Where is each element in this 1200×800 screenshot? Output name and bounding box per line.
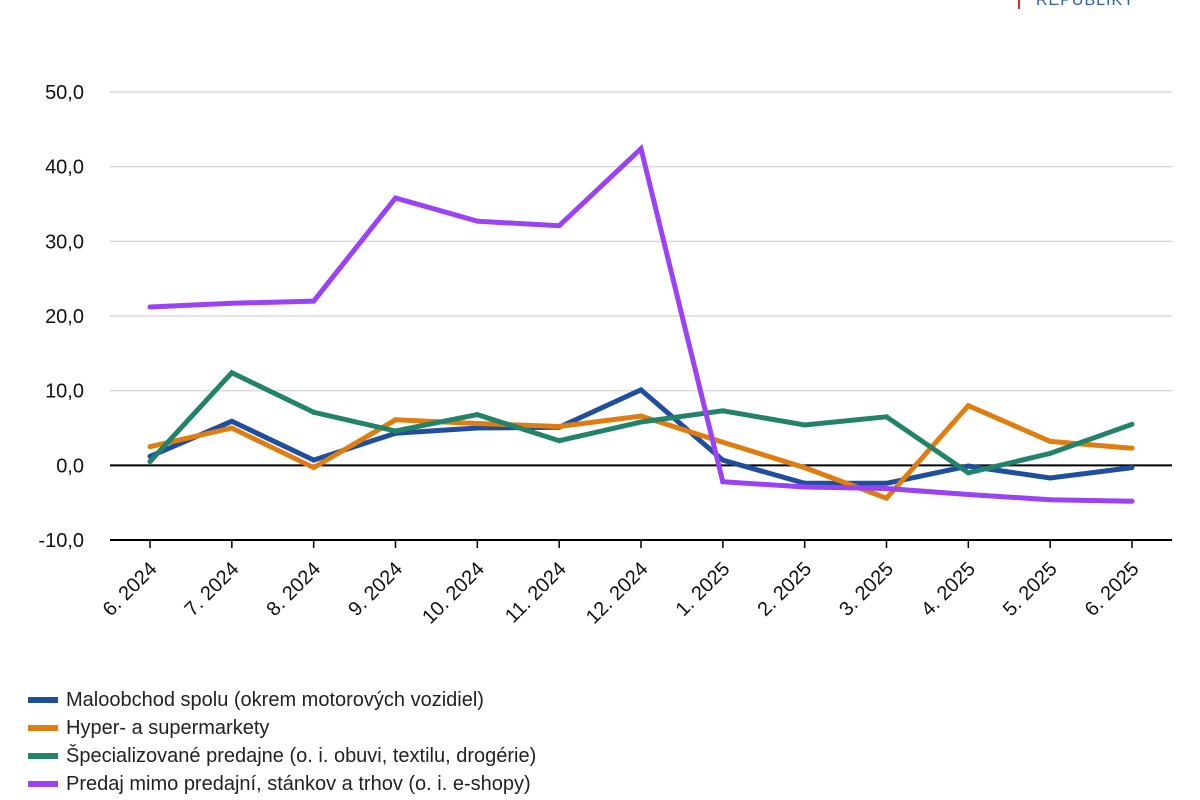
data-point-series-4[interactable]: [638, 146, 644, 152]
y-tick-label: 20,0: [45, 306, 84, 328]
y-tick-label: 40,0: [45, 157, 84, 179]
data-point-series-3[interactable]: [474, 412, 480, 418]
data-point-series-2[interactable]: [556, 424, 562, 430]
data-point-series-1[interactable]: [965, 463, 971, 469]
y-tick-label: 30,0: [45, 231, 84, 253]
data-point-series-4[interactable]: [802, 484, 808, 490]
data-point-series-3[interactable]: [229, 370, 235, 376]
y-tick-label: 50,0: [45, 82, 84, 104]
brand-logo-text: REPUBLIKY: [1036, 0, 1135, 9]
data-point-series-3[interactable]: [147, 459, 153, 465]
data-point-series-3[interactable]: [638, 419, 644, 425]
data-point-series-3[interactable]: [393, 428, 398, 434]
legend-swatch-series-4: [28, 781, 58, 787]
data-point-series-3[interactable]: [556, 438, 562, 444]
y-tick-label: 10,0: [45, 381, 84, 403]
data-point-series-3[interactable]: [884, 414, 889, 420]
brand-logo-bar: [1018, 0, 1020, 9]
data-point-series-2[interactable]: [638, 413, 644, 419]
y-tick-label: 0,0: [56, 455, 84, 477]
legend-swatch-series-2: [28, 725, 58, 731]
x-tick-label: 6. 2025: [1081, 558, 1144, 621]
x-axis-tick-labels: 6. 2024 7. 2024 8. 2024 9. 2024 10. 2024 11. …: [99, 540, 1144, 629]
legend-item-series-2[interactable]: Hyper- a supermarkety: [28, 714, 536, 742]
data-point-series-2[interactable]: [229, 425, 235, 431]
series-lines: [147, 143, 1135, 504]
legend-item-series-4[interactable]: Predaj mimo predajní, stánkov a trhov (o…: [28, 770, 536, 798]
brand-logo: REPUBLIKY: [1018, 0, 1135, 10]
data-point-series-2[interactable]: [884, 495, 889, 501]
data-point-series-4[interactable]: [720, 479, 726, 485]
legend-item-series-1[interactable]: Maloobchod spolu (okrem motorových vozid…: [28, 686, 536, 714]
x-tick-label: 9. 2024: [344, 558, 407, 621]
data-point-series-2[interactable]: [965, 403, 971, 409]
data-point-series-1[interactable]: [1129, 465, 1135, 471]
data-point-series-2[interactable]: [802, 465, 808, 471]
data-point-series-1[interactable]: [474, 425, 480, 431]
chart-legend: Maloobchod spolu (okrem motorových vozid…: [28, 686, 536, 798]
data-point-series-3[interactable]: [1129, 421, 1135, 427]
x-tick-label: 11. 2024: [501, 558, 571, 628]
legend-swatch-series-3: [28, 753, 58, 759]
data-point-series-4[interactable]: [1129, 498, 1135, 504]
series-line-4[interactable]: [149, 143, 1133, 504]
data-point-series-3[interactable]: [965, 470, 971, 476]
x-tick-label: 10. 2024: [418, 558, 489, 629]
x-tick-label: 2. 2025: [753, 558, 816, 621]
data-point-series-1[interactable]: [720, 457, 726, 463]
legend-label-series-2: Hyper- a supermarkety: [66, 716, 270, 739]
data-point-series-4[interactable]: [556, 223, 562, 229]
data-point-series-4[interactable]: [229, 300, 235, 306]
legend-item-series-3[interactable]: Špecializované predajne (o. i. obuvi, te…: [28, 742, 536, 770]
data-point-series-2[interactable]: [474, 421, 480, 427]
data-point-series-2[interactable]: [393, 417, 398, 423]
data-point-series-3[interactable]: [720, 408, 726, 414]
data-point-series-4[interactable]: [393, 195, 398, 201]
data-point-series-2[interactable]: [147, 444, 153, 450]
x-tick-label: 4. 2025: [917, 558, 980, 621]
data-point-series-4[interactable]: [474, 218, 480, 224]
data-point-series-2[interactable]: [720, 439, 726, 445]
data-point-series-4[interactable]: [311, 298, 317, 304]
data-point-series-2[interactable]: [1047, 438, 1053, 444]
y-axis-tick-labels: 50,0 40,0 30,0 20,0 10,0 0,0 -10,0: [38, 82, 84, 552]
data-point-series-1[interactable]: [229, 418, 235, 424]
x-tick-label: 1. 2025: [672, 558, 735, 621]
x-tick-label: 8. 2024: [262, 558, 325, 621]
legend-label-series-4: Predaj mimo predajní, stánkov a trhov (o…: [66, 772, 531, 795]
x-tick-label: 12. 2024: [582, 558, 653, 629]
data-point-series-1[interactable]: [1047, 475, 1053, 481]
data-point-series-2[interactable]: [1129, 445, 1135, 451]
data-point-series-2[interactable]: [311, 465, 317, 471]
y-tick-label: -10,0: [38, 530, 84, 552]
data-point-series-4[interactable]: [884, 485, 889, 491]
x-tick-label: 3. 2025: [835, 558, 898, 621]
data-point-series-4[interactable]: [965, 491, 971, 497]
data-point-series-4[interactable]: [1047, 497, 1053, 503]
legend-swatch-series-1: [28, 697, 58, 703]
legend-label-series-1: Maloobchod spolu (okrem motorových vozid…: [66, 688, 484, 711]
x-tick-label: 5. 2025: [999, 558, 1062, 621]
x-tick-label: 7. 2024: [181, 558, 244, 621]
data-point-series-1[interactable]: [638, 387, 644, 393]
x-tick-label: 6. 2024: [99, 558, 162, 621]
data-point-series-1[interactable]: [311, 457, 317, 463]
data-point-series-1[interactable]: [884, 480, 889, 486]
data-point-series-3[interactable]: [802, 422, 808, 428]
legend-label-series-3: Špecializované predajne (o. i. obuvi, te…: [66, 744, 537, 767]
data-point-series-4[interactable]: [147, 304, 153, 310]
data-point-series-3[interactable]: [311, 409, 317, 415]
data-point-series-3[interactable]: [1047, 450, 1053, 456]
